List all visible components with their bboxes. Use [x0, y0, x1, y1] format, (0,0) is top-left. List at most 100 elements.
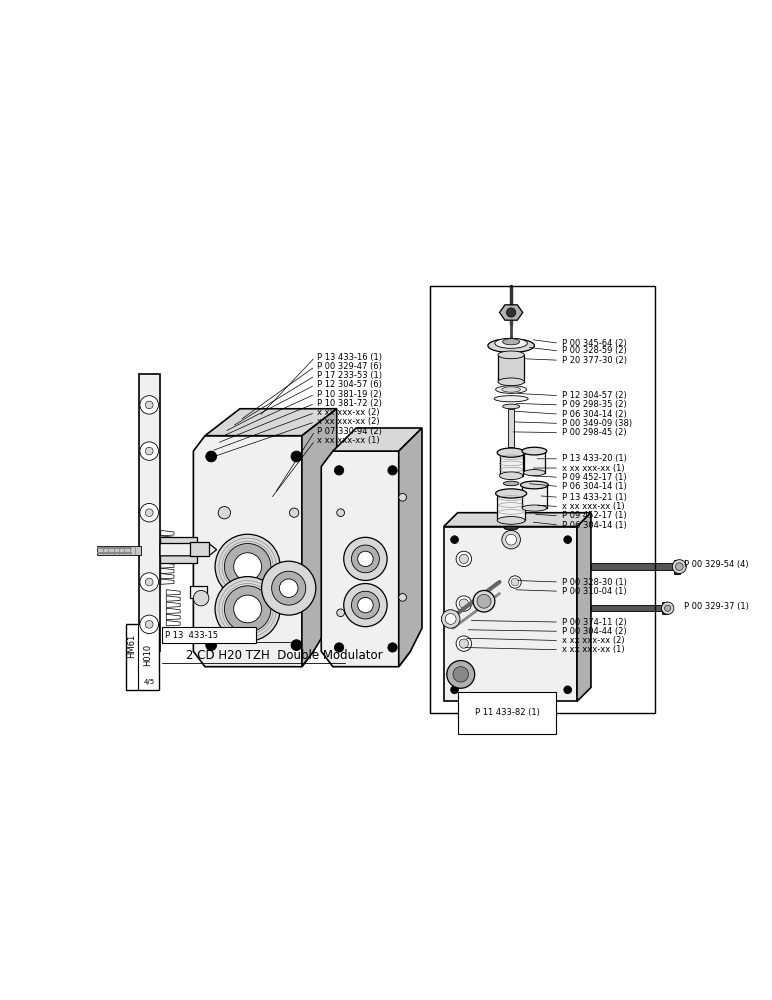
Bar — [497, 493, 525, 520]
Text: P 09 452-17 (1): P 09 452-17 (1) — [561, 473, 626, 482]
Circle shape — [272, 571, 306, 605]
Circle shape — [234, 595, 262, 623]
Circle shape — [225, 544, 271, 590]
Text: x xx xxx-xx (1): x xx xxx-xx (1) — [561, 645, 624, 654]
Bar — [189, 586, 207, 598]
Circle shape — [451, 536, 459, 544]
Polygon shape — [302, 409, 337, 667]
Text: P 12 304-57 (2): P 12 304-57 (2) — [561, 391, 626, 400]
Ellipse shape — [495, 338, 527, 348]
Circle shape — [140, 573, 158, 591]
Text: P 11 433-82 (1): P 11 433-82 (1) — [475, 708, 540, 717]
Polygon shape — [333, 428, 422, 451]
Polygon shape — [499, 305, 523, 320]
Text: P 06 304-14 (1): P 06 304-14 (1) — [561, 521, 626, 530]
Bar — [591, 563, 676, 570]
Circle shape — [334, 643, 344, 652]
Circle shape — [477, 594, 491, 608]
Circle shape — [215, 577, 280, 641]
Circle shape — [262, 561, 316, 615]
Bar — [523, 451, 545, 473]
Polygon shape — [399, 428, 422, 667]
Bar — [189, 542, 209, 556]
Circle shape — [206, 451, 217, 462]
Bar — [126, 624, 158, 690]
Text: HM61: HM61 — [127, 634, 136, 658]
Circle shape — [334, 466, 344, 475]
Circle shape — [456, 596, 472, 611]
Text: x xx xxx-xx (1): x xx xxx-xx (1) — [561, 464, 624, 473]
Polygon shape — [444, 527, 577, 701]
Polygon shape — [444, 513, 591, 527]
Ellipse shape — [504, 526, 518, 530]
Text: 4/5: 4/5 — [144, 679, 154, 685]
Ellipse shape — [522, 505, 547, 511]
Circle shape — [145, 401, 153, 409]
Circle shape — [456, 636, 472, 651]
Circle shape — [357, 551, 373, 567]
Bar — [499, 453, 523, 476]
Circle shape — [337, 609, 344, 617]
Circle shape — [399, 493, 407, 501]
Circle shape — [388, 466, 398, 475]
Ellipse shape — [498, 378, 524, 386]
Circle shape — [193, 590, 209, 606]
Text: P 09 452-17 (1): P 09 452-17 (1) — [561, 511, 626, 520]
Circle shape — [459, 554, 469, 564]
Circle shape — [337, 509, 344, 517]
Circle shape — [509, 576, 521, 588]
FancyBboxPatch shape — [161, 627, 256, 643]
Circle shape — [451, 686, 459, 694]
Ellipse shape — [503, 404, 520, 409]
Text: P 09 298-35 (2): P 09 298-35 (2) — [561, 400, 626, 409]
Ellipse shape — [522, 447, 547, 455]
Ellipse shape — [499, 472, 523, 480]
Circle shape — [357, 597, 373, 613]
Circle shape — [225, 586, 271, 632]
Circle shape — [456, 551, 472, 567]
Text: P 00 329-37 (1): P 00 329-37 (1) — [684, 602, 749, 611]
Text: P 00 329-54 (4): P 00 329-54 (4) — [684, 560, 749, 569]
Circle shape — [140, 442, 158, 460]
Bar — [674, 560, 680, 574]
Circle shape — [445, 614, 456, 624]
Circle shape — [218, 507, 231, 519]
Circle shape — [140, 396, 158, 414]
Circle shape — [506, 534, 516, 545]
Ellipse shape — [502, 387, 520, 392]
Bar — [591, 605, 665, 611]
Text: P 06 304-14 (2): P 06 304-14 (2) — [561, 410, 626, 419]
Bar — [96, 546, 141, 555]
Circle shape — [506, 308, 516, 317]
Ellipse shape — [494, 396, 528, 402]
Circle shape — [399, 594, 407, 601]
Circle shape — [351, 545, 379, 573]
Text: P 17 233-53 (1): P 17 233-53 (1) — [317, 371, 382, 380]
Circle shape — [453, 667, 469, 682]
Circle shape — [447, 661, 475, 688]
Circle shape — [459, 599, 469, 608]
Ellipse shape — [503, 481, 519, 486]
Text: P 13 433-16 (1): P 13 433-16 (1) — [317, 353, 382, 362]
Text: P 06 304-14 (1): P 06 304-14 (1) — [561, 482, 626, 491]
Circle shape — [145, 447, 153, 455]
Circle shape — [662, 602, 674, 614]
Ellipse shape — [488, 339, 534, 353]
Circle shape — [291, 451, 302, 462]
Circle shape — [140, 615, 158, 634]
Text: P 00 328-30 (1): P 00 328-30 (1) — [561, 578, 626, 586]
Polygon shape — [193, 436, 313, 667]
Text: P 00 374-11 (2): P 00 374-11 (2) — [561, 618, 626, 627]
Circle shape — [145, 578, 153, 586]
Text: x xx xxx-xx (1): x xx xxx-xx (1) — [317, 436, 380, 445]
Circle shape — [665, 605, 671, 611]
Text: P 00 304-44 (2): P 00 304-44 (2) — [561, 627, 626, 636]
Circle shape — [473, 590, 495, 612]
Text: P 00 298-45 (2): P 00 298-45 (2) — [561, 428, 626, 437]
Circle shape — [456, 671, 472, 686]
Text: P 10 381-19 (2): P 10 381-19 (2) — [317, 390, 382, 399]
Circle shape — [351, 591, 379, 619]
Circle shape — [459, 674, 469, 683]
Bar — [508, 409, 514, 447]
Polygon shape — [577, 513, 591, 701]
